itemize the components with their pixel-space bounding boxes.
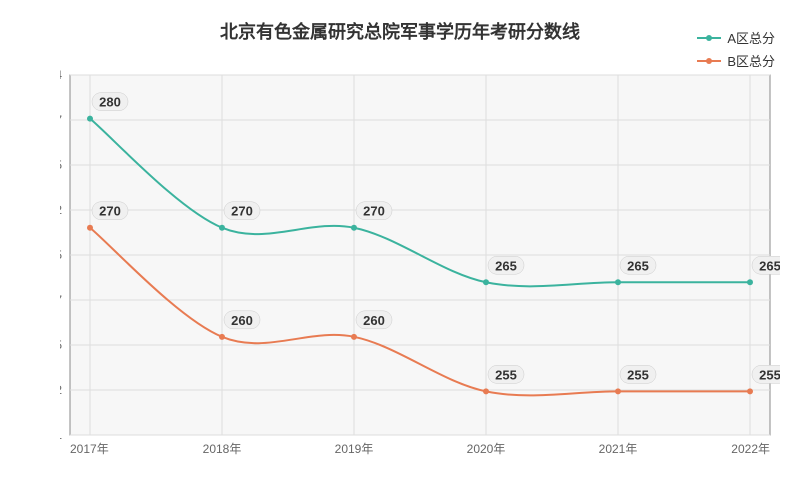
legend: A区总分 B区总分	[697, 28, 775, 74]
svg-text:280: 280	[99, 95, 121, 110]
plot-svg: 251 255.12 259.25 263.37 267.5 271.62 275.75 27…	[60, 70, 780, 460]
svg-text:267.5: 267.5	[60, 248, 62, 262]
svg-text:255: 255	[759, 367, 780, 382]
svg-text:284: 284	[60, 70, 62, 82]
svg-text:2019年: 2019年	[335, 442, 374, 456]
chart-container: 北京有色金属研究总院军事学历年考研分数线 A区总分 B区总分 251 255.12…	[0, 0, 800, 500]
svg-text:255.12: 255.12	[60, 383, 62, 397]
legend-label-b: B区总分	[727, 51, 775, 70]
svg-text:271.62: 271.62	[60, 203, 62, 217]
svg-text:279.87: 279.87	[60, 113, 62, 127]
legend-swatch-b	[697, 60, 721, 62]
svg-text:259.25: 259.25	[60, 338, 62, 352]
svg-text:2018年: 2018年	[203, 442, 242, 456]
svg-text:260: 260	[231, 313, 253, 328]
svg-text:255: 255	[495, 367, 517, 382]
plot-area: 251 255.12 259.25 263.37 267.5 271.62 275.75 27…	[60, 70, 780, 460]
svg-text:2021年: 2021年	[599, 442, 638, 456]
svg-text:265: 265	[627, 258, 649, 273]
svg-text:270: 270	[99, 204, 121, 219]
svg-text:2022年: 2022年	[731, 442, 770, 456]
svg-text:260: 260	[363, 313, 385, 328]
svg-text:2020年: 2020年	[467, 442, 506, 456]
legend-item-a: A区总分	[697, 28, 775, 47]
svg-text:270: 270	[363, 204, 385, 219]
svg-text:255: 255	[627, 367, 649, 382]
svg-text:265: 265	[495, 258, 517, 273]
svg-text:263.37: 263.37	[60, 293, 62, 307]
svg-text:265: 265	[759, 258, 780, 273]
chart-title: 北京有色金属研究总院军事学历年考研分数线	[0, 18, 800, 44]
svg-text:251: 251	[60, 428, 62, 442]
svg-text:275.75: 275.75	[60, 158, 62, 172]
svg-text:2017年: 2017年	[70, 442, 109, 456]
legend-label-a: A区总分	[727, 28, 775, 47]
svg-text:270: 270	[231, 204, 253, 219]
legend-swatch-a	[697, 37, 721, 39]
legend-item-b: B区总分	[697, 51, 775, 70]
